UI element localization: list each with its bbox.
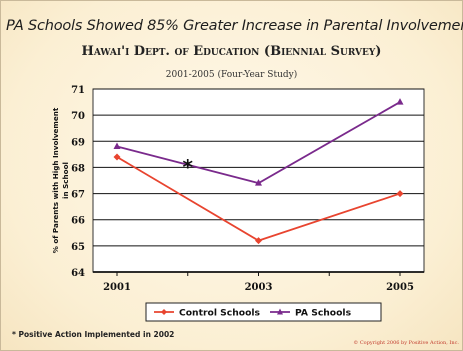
series-group [113, 98, 404, 245]
data-point-pa [113, 142, 121, 150]
y-tick-labels: 64 65 66 67 68 69 70 71 [71, 85, 85, 279]
x-tick-label: 2003 [245, 282, 273, 293]
legend-marker-pa [277, 308, 283, 315]
footnote: * Positive Action Implemented in 2002 [12, 330, 175, 339]
y-axis-label-line2: in School [61, 162, 70, 199]
legend-marker-control [161, 309, 167, 315]
y-tick-label: 70 [71, 111, 85, 122]
y-tick-label: 69 [71, 137, 85, 148]
x-tick-label: 2005 [386, 282, 414, 293]
data-point-control [113, 153, 121, 161]
annotations: * [183, 155, 194, 179]
data-point-control [396, 190, 404, 198]
data-point-pa [396, 98, 404, 105]
y-tick-label: 65 [71, 242, 85, 253]
copyright-notice: © Copyright 2006 by Positive Action, Inc… [353, 340, 459, 346]
y-tick-label: 68 [71, 163, 85, 174]
legend: Control Schools PA Schools [145, 302, 382, 322]
y-tick-label: 71 [71, 85, 85, 96]
legend-box [145, 302, 382, 322]
y-axis-label: % of Parents with High Involvementin Sch… [51, 107, 70, 253]
x-tick-labels: 2001 2003 2005 [103, 272, 414, 293]
y-axis-label-line1: % of Parents with High Involvement [51, 107, 60, 253]
y-tick-label: 66 [71, 216, 85, 227]
study-period: 2001-2005 (Four-Year Study) [165, 70, 298, 80]
data-point-pa [255, 179, 262, 186]
y-tick-label: 67 [71, 190, 85, 201]
data-point-control [255, 237, 262, 245]
chart-headline: PA Schools Showed 85% Greater Increase i… [6, 18, 463, 34]
x-tick-label: 2001 [103, 282, 131, 293]
chart-subtitle: Hawai'i Dept. of Education (Biennial Sur… [81, 44, 382, 59]
y-tick-label: 64 [71, 268, 85, 279]
legend-label: PA Schools [295, 308, 352, 319]
annotation-asterisk: * [183, 155, 194, 179]
legend-label: Control Schools [179, 308, 261, 319]
